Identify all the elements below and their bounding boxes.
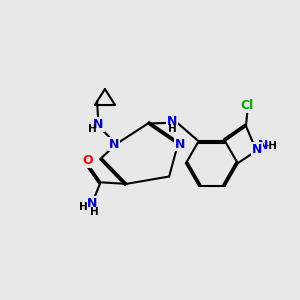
Text: N: N xyxy=(93,118,104,131)
Text: N: N xyxy=(109,138,119,151)
Text: N: N xyxy=(167,115,177,128)
Text: H: H xyxy=(168,124,177,134)
Text: N: N xyxy=(252,143,262,156)
Text: H: H xyxy=(79,202,88,212)
Text: N: N xyxy=(175,138,185,151)
Text: Cl: Cl xyxy=(241,99,254,112)
Text: N: N xyxy=(258,139,268,152)
Text: O: O xyxy=(82,154,93,167)
Text: N: N xyxy=(87,197,98,210)
Text: H: H xyxy=(90,207,99,217)
Text: H: H xyxy=(88,124,96,134)
Text: -H: -H xyxy=(265,142,278,152)
